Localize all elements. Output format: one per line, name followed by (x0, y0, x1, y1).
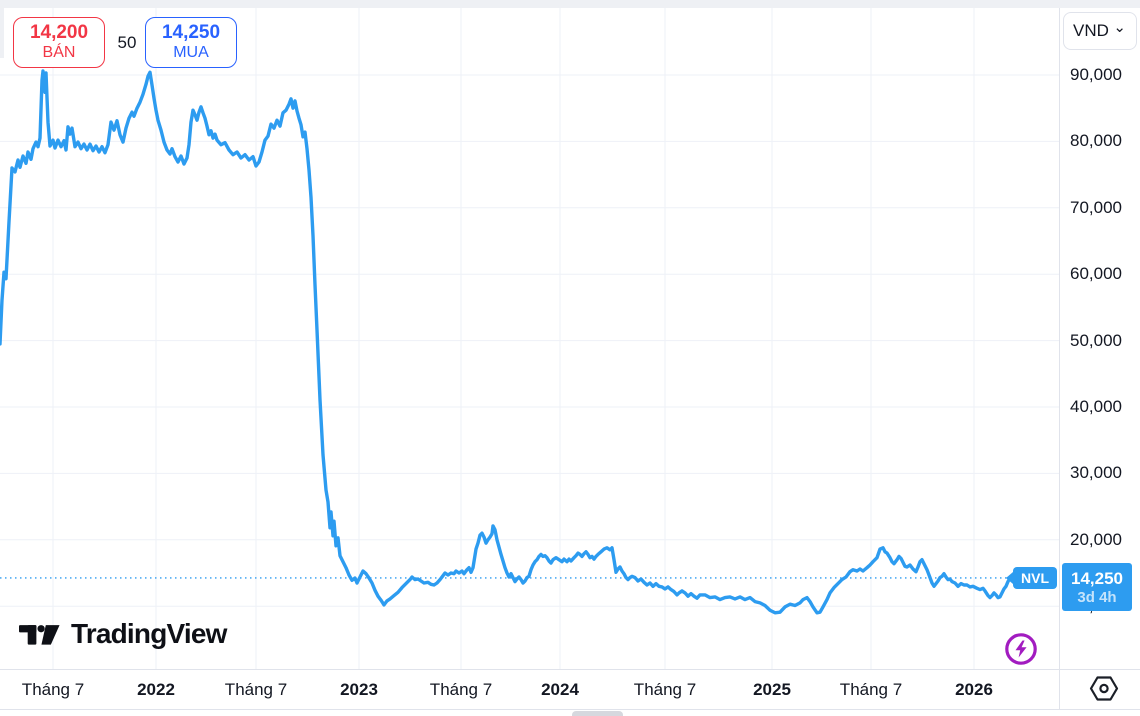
currency-selector[interactable]: VND ⌄ (1063, 12, 1137, 50)
time-axis-separator-top (0, 669, 1140, 670)
page-margin-left (0, 0, 4, 58)
page-margin-top (0, 0, 1140, 8)
sell-label: BÁN (42, 44, 76, 62)
currency-value: VND (1073, 21, 1109, 40)
tradingview-logo-icon (19, 624, 60, 645)
y-axis-label: 50,000 (1070, 330, 1122, 350)
sell-price: 14,200 (29, 22, 89, 44)
hexagon-eye-icon[interactable] (1089, 675, 1119, 702)
x-axis-label: Tháng 7 (839, 680, 903, 699)
time-scrollbar-thumb[interactable] (572, 711, 623, 716)
sell-button[interactable]: 14,200 BÁN (13, 17, 105, 68)
buy-label: MUA (173, 44, 209, 62)
x-axis-label: Tháng 7 (633, 680, 697, 699)
y-axis-label: 20,000 (1070, 529, 1122, 549)
x-axis-label: 2025 (753, 680, 791, 699)
y-axis-label: 30,000 (1070, 463, 1122, 483)
x-axis-label: 2026 (955, 680, 993, 699)
y-axis-label: 60,000 (1070, 264, 1122, 284)
last-price-value: 14,250 (1071, 568, 1123, 588)
y-axis-label: 40,000 (1070, 397, 1122, 416)
x-axis-label: 2022 (137, 680, 175, 699)
y-axis-label: 70,000 (1070, 197, 1122, 217)
price-line-series (0, 69, 1012, 615)
tradingview-logo-link[interactable]: TradingView (19, 618, 227, 650)
x-axis-label: Tháng 7 (21, 680, 85, 699)
y-axis-label: 90,000 (1070, 65, 1122, 84)
price-axis-separator (1059, 8, 1060, 709)
buy-price: 14,250 (161, 22, 221, 44)
x-axis-label: Tháng 7 (224, 680, 288, 699)
chevron-down-icon: ⌄ (1113, 19, 1126, 36)
x-axis-label: 2023 (340, 680, 378, 699)
spread-value: 50 (117, 33, 137, 52)
x-axis-label: Tháng 7 (429, 680, 493, 699)
y-axis-label: 80,000 (1070, 131, 1122, 151)
last-price-badge: 14,250 3d 4h (1062, 563, 1132, 611)
buy-button[interactable]: 14,250 MUA (145, 17, 237, 68)
tradingview-logo-text: TradingView (71, 618, 227, 649)
flash-icon[interactable] (1004, 632, 1038, 666)
bar-countdown: 3d 4h (1077, 589, 1117, 606)
x-axis-label: 2024 (541, 680, 579, 699)
time-axis-separator-bottom (0, 709, 1140, 710)
symbol-badge: NVL (1006, 567, 1057, 589)
